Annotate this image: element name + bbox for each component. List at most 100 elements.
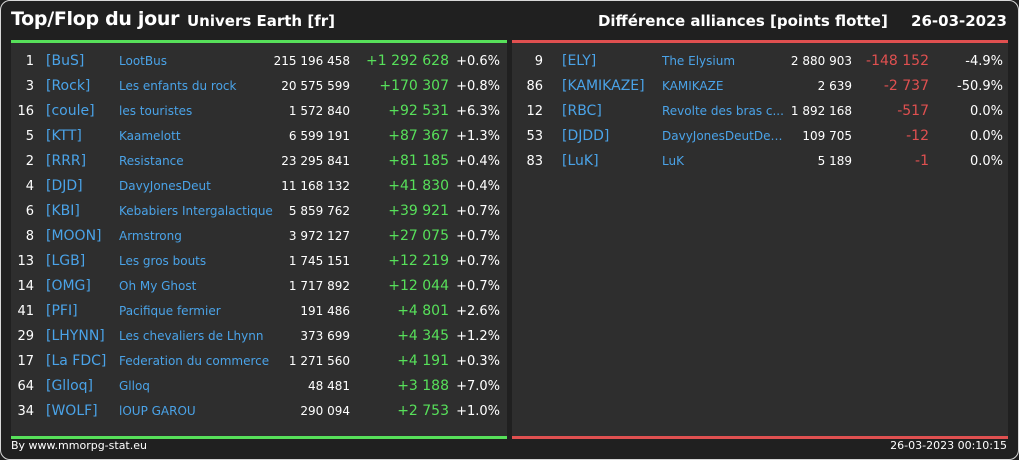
alliance-name[interactable]: DavyJonesDeut: [119, 179, 211, 193]
alliance-points: 1 271 560: [288, 354, 350, 368]
alliance-pct: +7.0%: [456, 379, 500, 394]
top-alliance-row: 3 [Rock] Les enfants du rock 20 575 599 +170…: [11, 74, 507, 99]
alliance-name[interactable]: Pacifique fermier: [119, 304, 221, 318]
alliance-rank: 6: [25, 204, 34, 219]
alliance-diff: -1: [915, 153, 929, 169]
alliance-tag[interactable]: [LuK]: [562, 153, 599, 169]
top-alliance-row: 5 [KTT] Kaamelott 6 599 191 +87 367 +1.3%: [11, 124, 507, 149]
alliance-tag[interactable]: [KBI]: [46, 203, 80, 219]
alliance-points: 2 639: [817, 79, 852, 93]
alliance-tag[interactable]: [PFI]: [46, 303, 78, 319]
alliance-rank: 3: [25, 79, 34, 94]
alliance-points: 20 575 599: [281, 79, 350, 93]
alliance-name[interactable]: Les gros bouts: [119, 254, 207, 268]
alliance-rank: 13: [17, 254, 34, 269]
alliance-name[interactable]: Kaamelott: [119, 129, 181, 143]
alliance-rank: 5: [25, 129, 34, 144]
alliance-name[interactable]: Federation du commerce: [119, 354, 270, 368]
flop-alliance-row: 83 [LuK] LuK 5 189 -1 0.0%: [512, 149, 1008, 174]
alliance-points: 191 486: [300, 304, 350, 318]
source-credit: By www.mmorpg-stat.eu: [11, 439, 147, 452]
alliance-pct: +2.6%: [456, 304, 500, 319]
alliance-rank: 41: [17, 304, 34, 319]
alliance-points: 5 859 762: [288, 204, 350, 218]
alliance-name[interactable]: Armstrong: [119, 229, 182, 243]
alliance-points: 290 094: [300, 404, 350, 418]
alliance-pct: +1.0%: [456, 404, 500, 419]
alliance-points: 373 699: [300, 329, 350, 343]
alliance-tag[interactable]: [coule]: [46, 103, 95, 119]
alliance-tag[interactable]: [Glloq]: [46, 378, 94, 394]
alliance-tag[interactable]: [MOON]: [46, 228, 102, 244]
top-alliance-row: 4 [DJD] DavyJonesDeut 11 168 132 +41 830 +0.4…: [11, 174, 507, 199]
alliance-pct: +0.7%: [456, 204, 500, 219]
alliance-points: 11 168 132: [281, 179, 350, 193]
alliance-tag[interactable]: [WOLF]: [46, 403, 98, 419]
alliance-diff: +4 191: [397, 353, 449, 369]
alliance-diff: +39 921: [388, 203, 449, 219]
top-alliance-row: 17 [La FDC] Federation du commerce 1 271 56…: [11, 349, 507, 374]
alliance-diff: +4 801: [397, 303, 449, 319]
alliance-points: 2 880 903: [790, 54, 852, 68]
alliance-pct: -50.9%: [957, 79, 1003, 94]
alliance-name[interactable]: Glloq: [119, 379, 150, 393]
alliance-diff: -148 152: [866, 53, 929, 69]
alliance-tag[interactable]: [LHYNN]: [46, 328, 105, 344]
alliance-tag[interactable]: [La FDC]: [46, 353, 107, 369]
alliance-rank: 17: [17, 354, 34, 369]
alliance-tag[interactable]: [DJD]: [46, 178, 83, 194]
alliance-pct: +0.7%: [456, 254, 500, 269]
alliance-points: 48 481: [308, 379, 350, 393]
alliance-name[interactable]: Les chevaliers de Lhynn: [119, 329, 264, 343]
alliance-tag[interactable]: [DJDD]: [562, 128, 610, 144]
alliance-diff: -517: [897, 103, 929, 119]
alliance-tag[interactable]: [BuS]: [46, 53, 85, 69]
top-alliance-row: 29 [LHYNN] Les chevaliers de Lhynn 373 699 +…: [11, 324, 507, 349]
alliance-rank: 4: [25, 179, 34, 194]
universe-label: Univers Earth [fr]: [187, 12, 335, 30]
alliance-points: 5 189: [817, 154, 852, 168]
alliance-tag[interactable]: [OMG]: [46, 278, 91, 294]
alliance-name[interactable]: Kebabiers Intergalactique: [119, 204, 273, 218]
alliance-tag[interactable]: [RBC]: [562, 103, 602, 119]
alliance-name[interactable]: Les enfants du rock: [119, 79, 237, 93]
alliance-points: 6 599 191: [288, 129, 350, 143]
alliance-name[interactable]: les touristes: [119, 104, 193, 118]
flop-alliance-row: 12 [RBC] Revolte des bras c... 1 892 168 -51…: [512, 99, 1008, 124]
top-alliance-row: 34 [WOLF] lOUP GAROU 290 094 +2 753 +1.0%: [11, 399, 507, 424]
alliance-diff: +170 307: [379, 78, 449, 94]
alliance-points: 1 892 168: [790, 104, 852, 118]
alliance-pct: +6.3%: [456, 104, 500, 119]
flop-alliance-row: 9 [ELY] The Elysium 2 880 903 -148 152 -4.9%: [512, 49, 1008, 74]
alliance-pct: +0.7%: [456, 229, 500, 244]
alliance-tag[interactable]: [Rock]: [46, 78, 91, 94]
alliance-rank: 14: [17, 279, 34, 294]
alliance-rank: 1: [25, 54, 34, 69]
alliance-points: 23 295 841: [281, 154, 350, 168]
top-alliance-row: 64 [Glloq] Glloq 48 481 +3 188 +7.0%: [11, 374, 507, 399]
alliance-name[interactable]: LootBus: [119, 54, 167, 68]
alliance-diff: +27 075: [388, 228, 449, 244]
alliance-diff: +2 753: [397, 403, 449, 419]
alliance-pct: +0.4%: [456, 179, 500, 194]
alliance-diff: -12: [906, 128, 929, 144]
flop-alliance-row: 86 [KAMIKAZE] KAMIKAZE 2 639 -2 737 -50.9%: [512, 74, 1008, 99]
top-alliance-row: 14 [OMG] Oh My Ghost 1 717 892 +12 044 +0.7%: [11, 274, 507, 299]
alliance-tag[interactable]: [RRR]: [46, 153, 87, 169]
alliance-diff: +12 044: [388, 278, 449, 294]
alliance-tag[interactable]: [LGB]: [46, 253, 86, 269]
alliance-tag[interactable]: [KAMIKAZE]: [562, 78, 645, 94]
alliance-diff: +41 830: [388, 178, 449, 194]
alliance-pct: 0.0%: [969, 104, 1003, 119]
alliance-pct: +0.3%: [456, 354, 500, 369]
alliance-name[interactable]: Oh My Ghost: [119, 279, 197, 293]
alliance-diff: +87 367: [388, 128, 449, 144]
alliance-tag[interactable]: [ELY]: [562, 53, 597, 69]
alliance-diff: -2 737: [883, 78, 929, 94]
generated-timestamp: 26-03-2023 00:10:15: [890, 439, 1007, 452]
alliance-tag[interactable]: [KTT]: [46, 128, 82, 144]
top-alliance-row: 2 [RRR] Resistance 23 295 841 +81 185 +0.4%: [11, 149, 507, 174]
alliance-name[interactable]: lOUP GAROU: [119, 404, 196, 418]
header-date: 26-03-2023: [911, 12, 1007, 30]
alliance-name[interactable]: Resistance: [119, 154, 184, 168]
